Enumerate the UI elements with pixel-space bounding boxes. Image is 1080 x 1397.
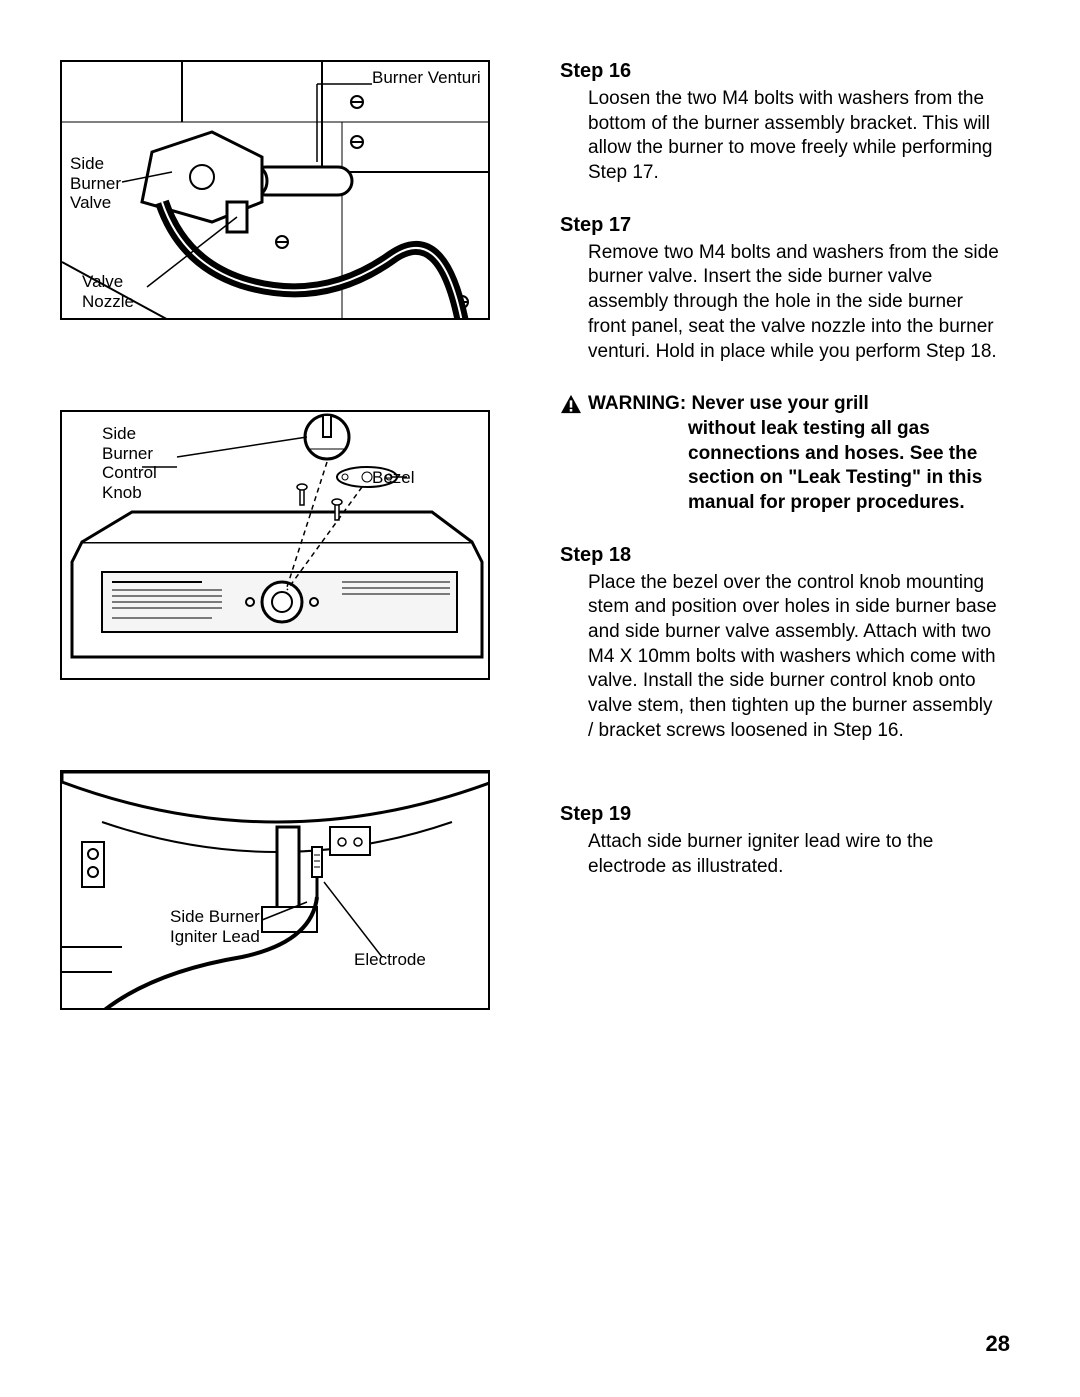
label-burner-venturi: Burner Venturi <box>372 68 481 88</box>
warning-block: WARNING: Never use your grill without le… <box>560 392 1000 515</box>
step-17-title: Step 17 <box>560 214 1000 237</box>
figure-3: Side Burner Igniter Lead Electrode <box>60 770 490 1010</box>
figure-1: Burner Venturi Side Burner Valve Valve N… <box>60 60 490 320</box>
figure-3-svg <box>62 772 490 1010</box>
warning-body-rest: without leak testing all gas connections… <box>588 417 1000 516</box>
figure-2: Side Burner Control Knob Bezel <box>60 410 490 680</box>
step-18-title: Step 18 <box>560 544 1000 567</box>
label-valve-nozzle: Valve Nozzle <box>82 272 134 311</box>
page-layout: Burner Venturi Side Burner Valve Valve N… <box>60 60 1020 1010</box>
label-side-burner-control-knob: Side Burner Control Knob <box>102 424 157 502</box>
step-17: Step 17 Remove two M4 bolts and washers … <box>560 214 1000 364</box>
step-17-body: Remove two M4 bolts and washers from the… <box>560 241 1000 364</box>
label-bezel: Bezel <box>372 468 415 488</box>
step-19-title: Step 19 <box>560 803 1000 826</box>
step-18: Step 18 Place the bezel over the control… <box>560 544 1000 744</box>
warning-text: WARNING: Never use your grill without le… <box>588 392 1000 515</box>
page-number: 28 <box>986 1331 1010 1357</box>
step-18-body: Place the bezel over the control knob mo… <box>560 571 1000 744</box>
label-side-burner-valve: Side Burner Valve <box>70 154 121 213</box>
warning-lead: WARNING: <box>588 393 691 414</box>
label-side-burner-igniter-lead: Side Burner Igniter Lead <box>170 907 260 946</box>
label-electrode: Electrode <box>354 950 426 970</box>
warning-body-firstline: Never use your grill <box>691 393 868 414</box>
figures-column: Burner Venturi Side Burner Valve Valve N… <box>60 60 490 1010</box>
step-19: Step 19 Attach side burner igniter lead … <box>560 803 1000 879</box>
step-16-body: Loosen the two M4 bolts with washers fro… <box>560 87 1000 186</box>
warning-triangle-icon <box>560 394 582 414</box>
step-16: Step 16 Loosen the two M4 bolts with was… <box>560 60 1000 186</box>
step-19-body: Attach side burner igniter lead wire to … <box>560 830 1000 879</box>
step-16-title: Step 16 <box>560 60 1000 83</box>
steps-column: Step 16 Loosen the two M4 bolts with was… <box>560 60 1000 1010</box>
